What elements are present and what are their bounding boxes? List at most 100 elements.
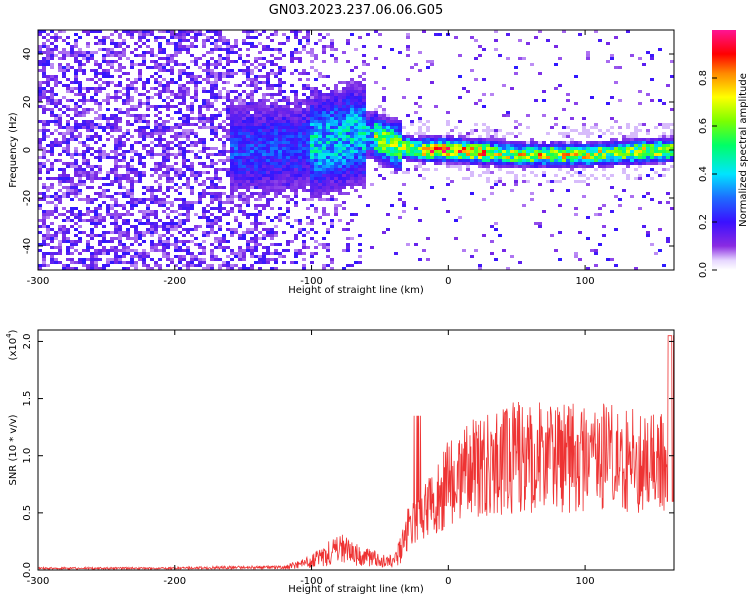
heatmap-cell <box>610 96 614 99</box>
heatmap-cell <box>94 165 98 168</box>
heatmap-cell <box>374 141 378 144</box>
heatmap-cell <box>298 99 302 102</box>
heatmap-cell <box>50 144 54 147</box>
heatmap-cell <box>230 123 234 126</box>
heatmap-cell <box>522 165 526 168</box>
heatmap-cell <box>322 117 326 120</box>
heatmap-cell <box>98 234 102 237</box>
heatmap-cell <box>330 108 334 111</box>
heatmap-cell <box>438 135 442 138</box>
heatmap-cell <box>142 63 146 66</box>
heatmap-cell <box>86 240 90 243</box>
heatmap-cell <box>54 261 58 264</box>
heatmap-cell <box>318 216 322 219</box>
heatmap-cell <box>270 93 274 96</box>
heatmap-cell <box>522 162 526 165</box>
heatmap-cell <box>258 51 262 54</box>
heatmap-cell <box>302 69 306 72</box>
heatmap-cell <box>202 252 206 255</box>
heatmap-cell <box>298 168 302 171</box>
heatmap-x-ticks: -300 -200 -100 0 100 <box>27 30 595 287</box>
heatmap-cell <box>658 99 662 102</box>
heatmap-cell <box>294 165 298 168</box>
heatmap-cell <box>178 222 182 225</box>
heatmap-cell <box>110 96 114 99</box>
heatmap-cell <box>62 234 66 237</box>
heatmap-cell <box>522 168 526 171</box>
heatmap-cell <box>362 171 366 174</box>
heatmap-cell <box>478 99 482 102</box>
heatmap-cell <box>50 36 54 39</box>
heatmap-cell <box>190 96 194 99</box>
heatmap-cell <box>590 147 594 150</box>
heatmap-cell <box>634 132 638 135</box>
heatmap-cell <box>130 147 134 150</box>
heatmap-cell <box>314 69 318 72</box>
heatmap-cell <box>162 30 166 33</box>
heatmap-cell <box>182 204 186 207</box>
heatmap-cell <box>482 123 486 126</box>
heatmap-cell <box>354 153 358 156</box>
heatmap-cell <box>286 216 290 219</box>
heatmap-cell <box>158 177 162 180</box>
heatmap-cell <box>86 201 90 204</box>
heatmap-cell <box>566 144 570 147</box>
heatmap-cell <box>362 99 366 102</box>
heatmap-cell <box>110 207 114 210</box>
heatmap-cell <box>670 75 674 78</box>
heatmap-cell <box>310 183 314 186</box>
heatmap-cell <box>254 165 258 168</box>
heatmap-cell <box>366 144 370 147</box>
heatmap-cell <box>514 147 518 150</box>
heatmap-cell <box>202 240 206 243</box>
heatmap-cell <box>102 225 106 228</box>
heatmap-cell <box>318 174 322 177</box>
heatmap-cell <box>38 81 42 84</box>
heatmap-cell <box>182 120 186 123</box>
heatmap-cell <box>78 132 82 135</box>
heatmap-cell <box>246 132 250 135</box>
heatmap-cell <box>346 147 350 150</box>
heatmap-cell <box>62 39 66 42</box>
heatmap-cell <box>78 114 82 117</box>
heatmap-cell <box>462 177 466 180</box>
heatmap-cell <box>554 156 558 159</box>
heatmap-cell <box>78 174 82 177</box>
heatmap-cell <box>422 138 426 141</box>
heatmap-cell <box>454 138 458 141</box>
heatmap-cell <box>70 90 74 93</box>
heatmap-cell <box>278 78 282 81</box>
heatmap-cell <box>346 180 350 183</box>
heatmap-cell <box>78 81 82 84</box>
heatmap-cell <box>122 87 126 90</box>
heatmap-cell <box>398 138 402 141</box>
heatmap-cell <box>38 69 42 72</box>
heatmap-cell <box>274 231 278 234</box>
heatmap-cell <box>162 63 166 66</box>
heatmap-cell <box>182 162 186 165</box>
heatmap-cell <box>554 153 558 156</box>
heatmap-cell <box>574 75 578 78</box>
heatmap-cell <box>470 153 474 156</box>
heatmap-cell <box>602 174 606 177</box>
heatmap-cell <box>310 198 314 201</box>
heatmap-cell <box>234 132 238 135</box>
heatmap-cell <box>334 153 338 156</box>
heatmap-cell <box>286 198 290 201</box>
heatmap-cell <box>222 75 226 78</box>
heatmap-cell <box>50 102 54 105</box>
heatmap-cell <box>254 204 258 207</box>
heatmap-cell <box>366 141 370 144</box>
heatmap-cell <box>334 138 338 141</box>
heatmap-cell <box>234 108 238 111</box>
heatmap-cell <box>42 186 46 189</box>
heatmap-cell <box>666 141 670 144</box>
heatmap-cell <box>306 111 310 114</box>
heatmap-cell <box>330 225 334 228</box>
heatmap-cell <box>302 228 306 231</box>
heatmap-cell <box>474 156 478 159</box>
heatmap-cell <box>138 177 142 180</box>
heatmap-cell <box>338 144 342 147</box>
heatmap-cell <box>46 33 50 36</box>
heatmap-cell <box>210 177 214 180</box>
